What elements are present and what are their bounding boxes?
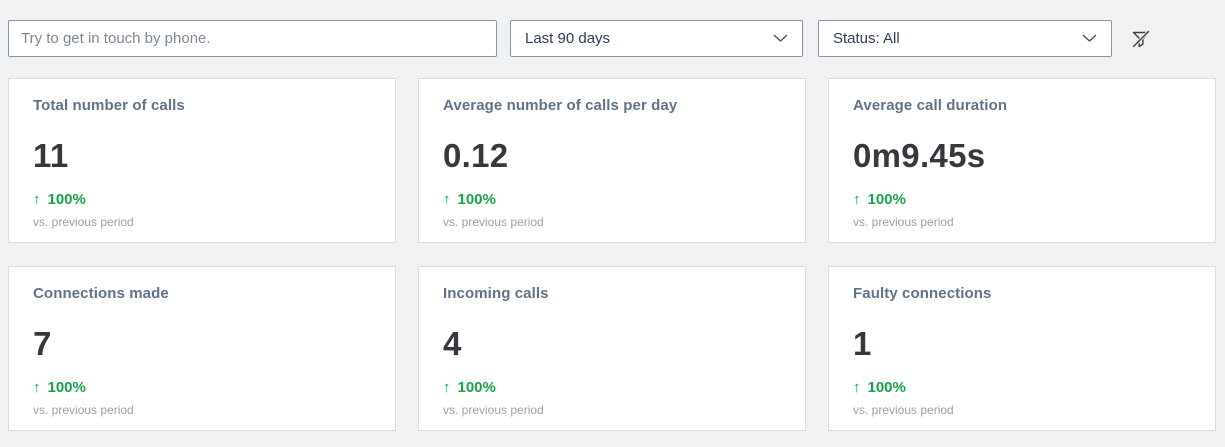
- card-comparison: vs. previous period: [853, 403, 954, 417]
- card-title: Average number of calls per day: [443, 97, 678, 114]
- card-change-value: 100%: [47, 379, 86, 396]
- card-change-value: 100%: [867, 379, 906, 396]
- card-value: 0m9.45s: [853, 137, 986, 174]
- card-title: Total number of calls: [33, 97, 185, 114]
- card-title: Incoming calls: [443, 285, 549, 302]
- card-avg-call-duration: Average call duration 0m9.45s ↑ 100% vs.…: [828, 78, 1216, 243]
- card-trend: ↑ 100%: [853, 191, 1191, 209]
- card-change-value: 100%: [47, 191, 86, 208]
- date-range-dropdown[interactable]: Last 90 days: [510, 20, 803, 57]
- card-value: 7: [33, 325, 52, 362]
- arrow-up-icon: ↑: [33, 191, 41, 208]
- card-comparison: vs. previous period: [33, 403, 134, 417]
- chevron-down-icon: [1082, 34, 1097, 42]
- arrow-up-icon: ↑: [853, 379, 861, 396]
- card-value: 0.12: [443, 137, 509, 174]
- card-avg-calls-per-day: Average number of calls per day 0.12 ↑ 1…: [418, 78, 806, 243]
- card-title: Average call duration: [853, 97, 1008, 114]
- arrow-up-icon: ↑: [443, 191, 451, 208]
- card-faulty-connections: Faulty connections 1 ↑ 100% vs. previous…: [828, 266, 1216, 431]
- card-comparison: vs. previous period: [853, 215, 954, 229]
- clear-filters-button[interactable]: [1127, 26, 1155, 52]
- card-comparison: vs. previous period: [443, 403, 544, 417]
- card-value: 1: [853, 325, 872, 362]
- card-title: Faulty connections: [853, 285, 992, 302]
- card-incoming-calls: Incoming calls 4 ↑ 100% vs. previous per…: [418, 266, 806, 431]
- card-trend: ↑ 100%: [853, 379, 1191, 397]
- card-trend: ↑ 100%: [33, 191, 371, 209]
- arrow-up-icon: ↑: [443, 379, 451, 396]
- card-change-value: 100%: [867, 191, 906, 208]
- card-comparison: vs. previous period: [33, 215, 134, 229]
- card-trend: ↑ 100%: [443, 379, 781, 397]
- status-value: Status: All: [833, 30, 900, 47]
- date-range-value: Last 90 days: [525, 30, 611, 47]
- search-input[interactable]: [8, 20, 497, 57]
- card-change-value: 100%: [457, 191, 496, 208]
- arrow-up-icon: ↑: [853, 191, 861, 208]
- card-value: 11: [33, 137, 69, 174]
- card-total-calls: Total number of calls 11 ↑ 100% vs. prev…: [8, 78, 396, 243]
- status-dropdown[interactable]: Status: All: [818, 20, 1112, 57]
- card-change-value: 100%: [457, 379, 496, 396]
- card-trend: ↑ 100%: [33, 379, 371, 397]
- chevron-down-icon: [773, 34, 788, 42]
- card-trend: ↑ 100%: [443, 191, 781, 209]
- card-value: 4: [443, 325, 462, 362]
- card-connections-made: Connections made 7 ↑ 100% vs. previous p…: [8, 266, 396, 431]
- arrow-up-icon: ↑: [33, 379, 41, 396]
- card-comparison: vs. previous period: [443, 215, 544, 229]
- card-title: Connections made: [33, 285, 169, 302]
- filter-off-icon: [1132, 30, 1150, 48]
